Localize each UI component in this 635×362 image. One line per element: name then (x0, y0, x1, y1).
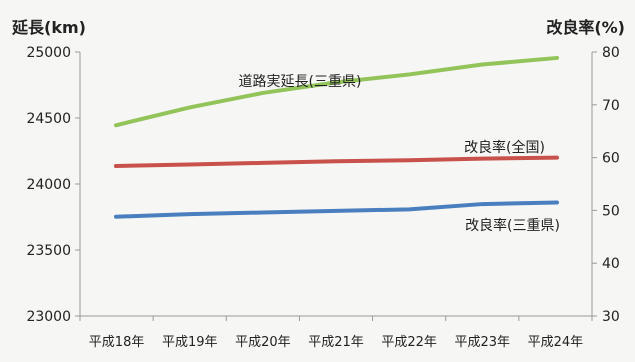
x-tick-label: 平成19年 (162, 335, 218, 350)
data-point (189, 214, 190, 215)
left-tick-label: 24000 (26, 177, 71, 193)
data-point (116, 166, 117, 167)
right-tick-label: 60 (602, 151, 620, 167)
left-tick-label: 25000 (26, 45, 71, 61)
x-tick-label: 平成18年 (89, 335, 145, 350)
x-tick-label: 平成24年 (528, 335, 584, 350)
data-point (262, 162, 263, 163)
series-line (116, 202, 557, 216)
series-label: 改良率(全国) (464, 139, 545, 156)
data-point (482, 158, 483, 159)
series-label: 道路実延長(三重県) (239, 74, 362, 90)
data-point (189, 107, 190, 108)
right-tick-label: 30 (602, 309, 620, 325)
data-point (482, 64, 483, 65)
data-point (116, 216, 117, 217)
data-point (262, 92, 263, 93)
series-label: 改良率(三重県) (465, 217, 560, 234)
x-tick-label: 平成22年 (381, 335, 437, 350)
right-tick-label: 80 (602, 45, 620, 61)
left-tick-label: 23000 (26, 309, 71, 325)
left-tick-label: 24500 (26, 111, 71, 127)
data-point (336, 161, 337, 162)
data-point (336, 210, 337, 211)
left-tick-label: 23500 (26, 243, 71, 259)
right-tick-label: 70 (602, 98, 620, 114)
data-point (557, 202, 558, 203)
data-point (189, 164, 190, 165)
right-tick-label: 40 (602, 256, 620, 272)
data-point (116, 125, 117, 126)
data-point (409, 160, 410, 161)
x-tick-label: 平成20年 (235, 335, 291, 350)
right-tick-label: 50 (602, 203, 620, 219)
data-point (262, 212, 263, 213)
x-tick-label: 平成23年 (455, 335, 511, 350)
data-point (409, 74, 410, 75)
data-point (409, 209, 410, 210)
data-point (557, 157, 558, 158)
left-axis-title: 延長(km) (11, 18, 86, 37)
x-tick-label: 平成21年 (308, 335, 364, 350)
series-line (116, 58, 557, 125)
series-line (116, 158, 557, 166)
data-point (557, 57, 558, 58)
right-axis-title: 改良率(%) (546, 18, 625, 37)
data-point (482, 204, 483, 205)
